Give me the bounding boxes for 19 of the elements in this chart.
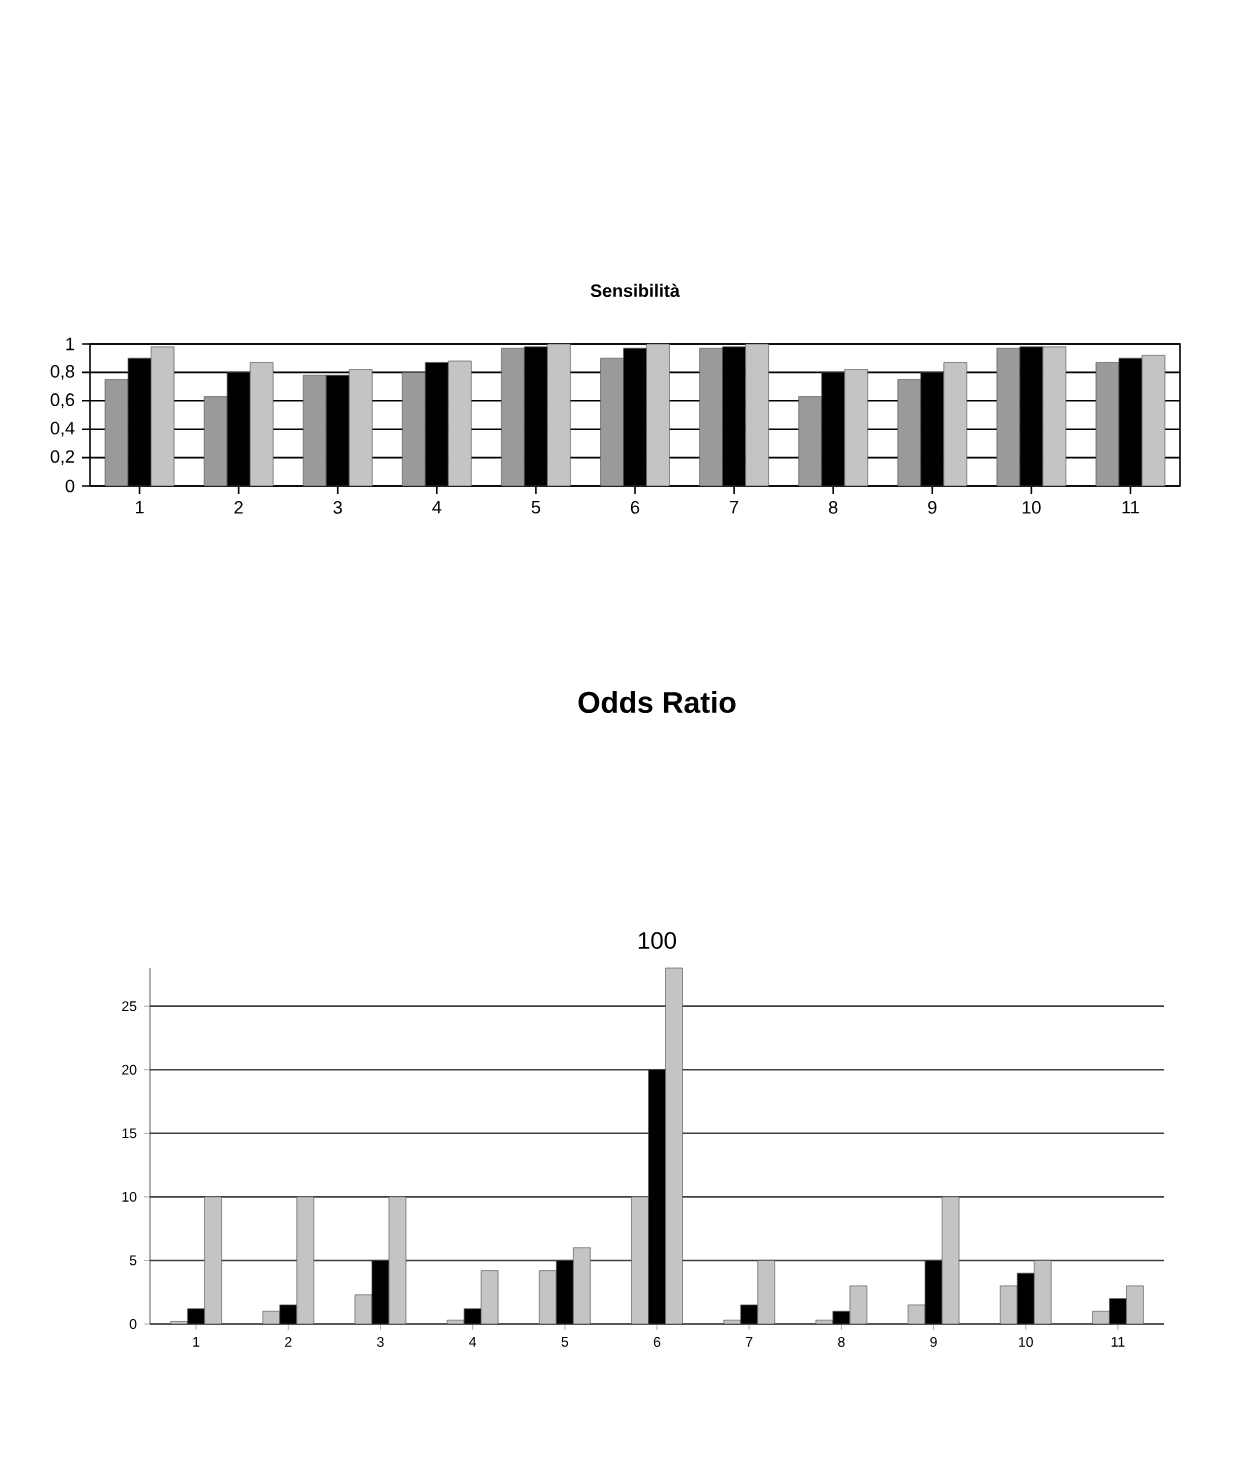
y-tick-label: 0,6: [50, 393, 75, 409]
x-tick-label: 10: [1022, 501, 1041, 514]
x-tick-label: 8: [828, 501, 838, 514]
x-tick-label: 7: [730, 501, 739, 514]
y-tick-label: 0,4: [50, 421, 75, 437]
x-tick-label: 5: [531, 501, 541, 514]
x-tick-label: 11: [1122, 501, 1139, 514]
x-tick-label: 2: [234, 501, 243, 514]
y-tick-label: 0,2: [50, 450, 75, 465]
y-tick-label: 0,8: [50, 364, 75, 380]
x-tick-label: 3: [333, 501, 342, 514]
chart-title: Odds Ratio: [578, 691, 736, 713]
x-tick-label: 4: [432, 501, 442, 514]
x-tick-label: 6: [630, 501, 640, 514]
x-tick-label: 9: [928, 501, 937, 514]
annotation: 100: [638, 932, 677, 949]
chart-title: Sensibilità: [590, 283, 680, 297]
y-tick-label: 0: [65, 479, 75, 493]
y-tick-label: 1: [66, 337, 75, 351]
